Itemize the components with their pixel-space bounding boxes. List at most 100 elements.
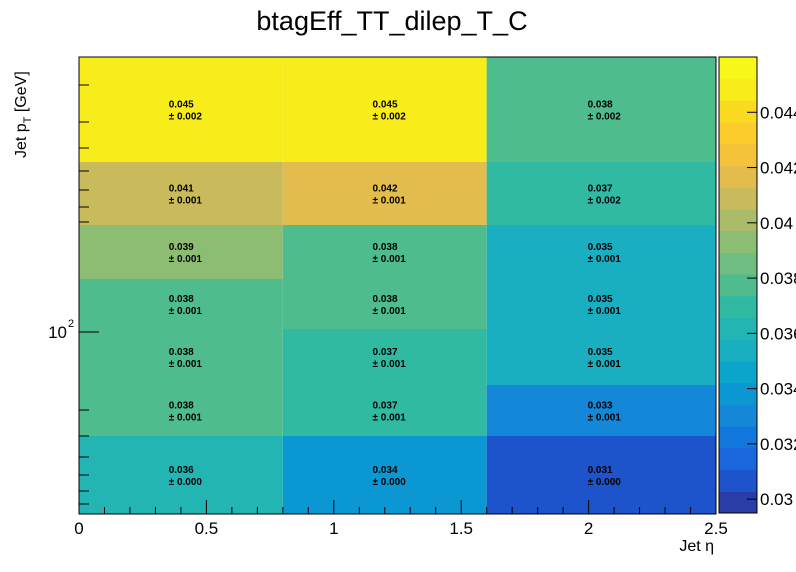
- cell-error-label: ± 0.001: [373, 254, 407, 265]
- y-tick-label-base: 10: [48, 323, 67, 342]
- cell-value-label: 0.045: [373, 100, 398, 111]
- heatmap-cell: [79, 225, 283, 279]
- heatmap-cell: [79, 162, 283, 225]
- colorbar-tick-label: 0.032: [760, 435, 796, 454]
- cell-value-label: 0.031: [588, 465, 613, 476]
- heatmap-cell: [486, 385, 716, 436]
- cell-value-label: 0.038: [373, 242, 398, 253]
- heatmap-cell: [282, 279, 487, 329]
- heatmap-cell: [79, 436, 283, 514]
- cell-error-label: ± 0.001: [588, 413, 622, 424]
- cell-value-label: 0.035: [588, 242, 613, 253]
- cell-value-label: 0.034: [373, 465, 398, 476]
- x-axis-ticks: 0 0.5 1 1.5 2 2.5: [74, 500, 728, 538]
- heatmap-cell: [486, 279, 716, 329]
- colorbar-segment: [719, 252, 757, 275]
- heatmap-cell: [282, 225, 487, 279]
- cell-error-label: ± 0.001: [169, 306, 203, 317]
- colorbar-segment: [719, 165, 757, 188]
- heatmap-cell: [486, 329, 716, 385]
- cell-error-label: ± 0.001: [373, 359, 407, 370]
- x-tick-label: 1: [329, 519, 338, 538]
- plot-frame: [78, 56, 717, 515]
- x-axis-title: Jet η: [679, 538, 714, 555]
- cell-value-label: 0.038: [588, 100, 613, 111]
- cell-error-label: ± 0.001: [373, 196, 407, 207]
- colorbar-tick-label: 0.034: [760, 380, 796, 399]
- heatmap-cell: [486, 57, 716, 162]
- cell-value-label: 0.038: [373, 294, 398, 305]
- y-tick-label-100: 10 2: [48, 318, 74, 342]
- heatmap-cell: [79, 279, 283, 329]
- y-tick-label-exp: 2: [68, 318, 74, 330]
- colorbar-labels: 0.044 0.042 0.04 0.038 0.036 0.034 0.032 0.03: [747, 103, 796, 509]
- y-axis-title: Jet pT [GeV]: [13, 71, 34, 158]
- cell-error-label: ± 0.001: [588, 306, 622, 317]
- heatmap-cell: [486, 162, 716, 225]
- colorbar-segment: [719, 447, 757, 471]
- cell-value-label: 0.042: [373, 184, 398, 195]
- colorbar-segment: [719, 78, 757, 101]
- cell-value-label: 0.038: [169, 347, 194, 358]
- cell-value-label: 0.038: [169, 294, 194, 305]
- colorbar-segment: [719, 491, 757, 514]
- cell-value-label: 0.037: [373, 347, 398, 358]
- colorbar-segment: [719, 209, 757, 232]
- heatmap-cell: [282, 436, 487, 514]
- cell-error-label: ± 0.000: [588, 477, 622, 488]
- colorbar-segment: [719, 122, 757, 145]
- cell-error-label: ± 0.001: [373, 413, 407, 424]
- y-axis-title-main: Jet p: [13, 123, 30, 158]
- colorbar-segment: [719, 100, 757, 123]
- colorbar-segment: [719, 274, 757, 297]
- chart-title: btagEff_TT_dilep_T_C: [256, 6, 527, 36]
- cell-error-label: ± 0.000: [169, 477, 203, 488]
- colorbar-segment: [719, 382, 757, 405]
- cell-value-label: 0.033: [588, 401, 613, 412]
- colorbar-segment: [719, 143, 757, 167]
- cell-value-label: 0.035: [588, 294, 613, 305]
- cell-error-label: ± 0.001: [169, 254, 203, 265]
- colorbar-segment: [719, 469, 757, 492]
- cell-error-label: ± 0.001: [169, 359, 203, 370]
- colorbar: [719, 57, 757, 514]
- heatmap-cell: [79, 385, 283, 436]
- heatmap-cell: [79, 57, 283, 162]
- colorbar-segment: [719, 404, 757, 427]
- cell-value-label: 0.039: [169, 242, 194, 253]
- cell-error-label: ± 0.001: [588, 359, 622, 370]
- cell-error-label: ± 0.000: [373, 477, 407, 488]
- heatmap-cell: [486, 225, 716, 279]
- cell-error-label: ± 0.001: [169, 413, 203, 424]
- cell-value-label: 0.035: [588, 347, 613, 358]
- colorbar-segment: [719, 361, 757, 384]
- x-tick-label: 2.5: [704, 519, 728, 538]
- colorbar-tick-label: 0.04: [760, 214, 793, 233]
- cell-value-label: 0.045: [169, 100, 194, 111]
- y-axis-title-unit: [GeV]: [13, 71, 30, 116]
- cell-value-label: 0.036: [169, 465, 194, 476]
- cell-error-label: ± 0.001: [169, 196, 203, 207]
- colorbar-segment: [719, 426, 757, 449]
- heatmap-cell: [282, 385, 487, 436]
- y-axis-ticks: [79, 84, 99, 505]
- colorbar-tick-label: 0.044: [760, 103, 796, 122]
- colorbar-segment: [719, 187, 757, 210]
- cell-value-label: 0.037: [373, 401, 398, 412]
- heatmap-cell: [282, 57, 487, 162]
- cell-error-label: ± 0.002: [169, 112, 203, 123]
- cell-error-label: ± 0.002: [588, 112, 622, 123]
- cell-error-label: ± 0.001: [588, 254, 622, 265]
- x-tick-label: 2: [584, 519, 593, 538]
- colorbar-segment: [719, 57, 757, 80]
- heatmap-cell: [486, 436, 716, 514]
- y-axis-title-sub: T: [22, 116, 34, 123]
- colorbar-segment: [719, 295, 757, 319]
- cell-value-label: 0.041: [169, 184, 194, 195]
- colorbar-segment: [719, 339, 757, 362]
- colorbar-segment: [719, 317, 757, 340]
- heatmap-cell: [282, 162, 487, 225]
- heatmap-cells: [79, 57, 716, 514]
